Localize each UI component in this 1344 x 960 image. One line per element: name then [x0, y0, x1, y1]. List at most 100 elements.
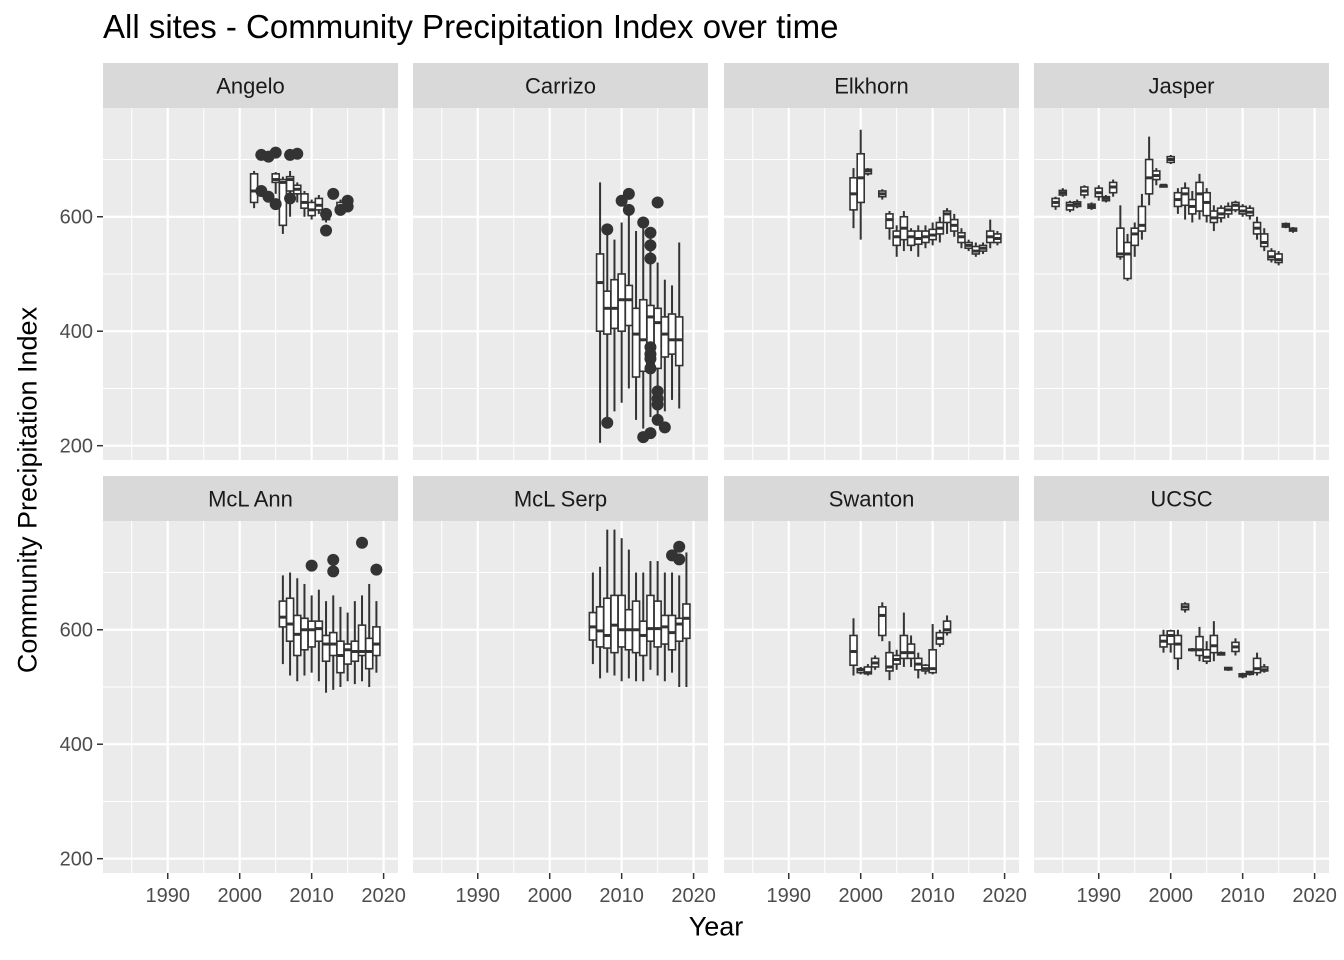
outlier-point [622, 187, 635, 200]
box-body [602, 290, 612, 335]
x-tick-label: 2000 [527, 885, 572, 907]
strip-label-angelo: Angelo [216, 74, 285, 99]
box-body [653, 600, 662, 648]
outlier-point [284, 192, 297, 205]
box-body [321, 634, 331, 663]
box-body [1259, 233, 1269, 248]
box-body [667, 313, 677, 355]
outlier-point [327, 553, 340, 566]
strip-swanton [724, 476, 1019, 521]
x-tick-label: 1990 [767, 885, 812, 907]
strip-label-elkhorn: Elkhorn [834, 74, 909, 99]
box-body [610, 278, 619, 330]
box-body [595, 253, 605, 333]
chart-title: All sites - Community Precipitation Inde… [103, 8, 839, 45]
x-tick-label: 2010 [289, 885, 334, 907]
y-tick-label: 400 [60, 734, 93, 756]
box-body [877, 606, 887, 637]
box-body [1180, 187, 1190, 207]
strip-elkhorn [724, 63, 1019, 108]
x-tick-label: 1990 [146, 885, 191, 907]
box-body [624, 284, 634, 327]
box-body [638, 620, 648, 657]
box-body [682, 603, 691, 640]
outlier-point [262, 190, 275, 203]
strip-label-carrizo: Carrizo [525, 74, 596, 99]
outlier-point [651, 413, 664, 426]
box-body [660, 614, 670, 645]
box-body [1252, 657, 1262, 674]
box-body [1202, 648, 1211, 663]
panel-elkhorn [724, 108, 1019, 460]
box-body [1173, 634, 1183, 660]
panel-mcl-serp [413, 521, 708, 873]
panel-mcl-ann [103, 521, 398, 873]
panel-ucsc [1034, 521, 1329, 873]
panel-carrizo [413, 108, 708, 460]
outlier-point [658, 421, 671, 434]
box-body [343, 643, 352, 665]
outlier-point [673, 553, 686, 566]
box-body [1130, 227, 1140, 247]
x-tick-label: 2020 [1292, 885, 1337, 907]
box-body [372, 626, 381, 657]
outlier-point [644, 362, 657, 375]
y-tick-label: 400 [60, 321, 93, 343]
outlier-point [644, 427, 657, 440]
box-body [364, 637, 374, 670]
outlier-point [269, 146, 282, 159]
y-tick-label: 200 [60, 849, 93, 871]
strip-mcl-ann [103, 476, 398, 521]
outlier-point [269, 198, 282, 211]
strip-jasper [1034, 63, 1329, 108]
box-body [602, 597, 612, 649]
y-tick-label: 200 [60, 436, 93, 458]
x-tick-label: 2020 [671, 885, 716, 907]
outlier-point [644, 352, 657, 365]
x-axis-label: Year [688, 911, 744, 942]
box-body [595, 606, 605, 648]
outlier-point [320, 207, 333, 220]
box-body [928, 648, 937, 674]
x-tick-label: 1990 [456, 885, 501, 907]
box-body [674, 617, 684, 642]
outlier-point [601, 223, 614, 236]
outlier-point [291, 147, 304, 160]
x-tick-label: 2010 [910, 885, 955, 907]
box-body [1195, 635, 1204, 657]
box-body [307, 620, 316, 648]
outlier-point [341, 200, 354, 213]
panel-angelo [103, 108, 398, 460]
box-body [631, 600, 641, 654]
x-tick-label: 2020 [982, 885, 1027, 907]
outlier-point [644, 252, 657, 265]
outlier-point [327, 187, 340, 200]
strip-label-ucsc: UCSC [1150, 487, 1212, 512]
box-body [942, 210, 952, 224]
x-tick-label: 2020 [361, 885, 406, 907]
box-body [1166, 630, 1176, 645]
outlier-point [370, 563, 383, 576]
box-body [631, 307, 641, 378]
box-body [1123, 241, 1132, 280]
panel-swanton [724, 521, 1019, 873]
strip-carrizo [413, 63, 708, 108]
strip-ucsc [1034, 476, 1329, 521]
outlier-point [644, 239, 657, 252]
x-tick-label: 2000 [217, 885, 262, 907]
box-body [1209, 634, 1219, 654]
y-tick-label: 600 [60, 620, 93, 642]
box-body [1202, 191, 1211, 217]
outlier-point [305, 559, 318, 572]
x-tick-label: 2000 [838, 885, 883, 907]
box-body [646, 594, 655, 642]
x-tick-label: 1990 [1077, 885, 1122, 907]
strip-label-jasper: Jasper [1148, 74, 1214, 99]
outlier-point [637, 216, 650, 229]
strip-label-mcl-ann: McL Ann [208, 487, 293, 512]
strip-label-swanton: Swanton [829, 487, 915, 512]
outlier-point [601, 416, 614, 429]
strip-angelo [103, 63, 398, 108]
